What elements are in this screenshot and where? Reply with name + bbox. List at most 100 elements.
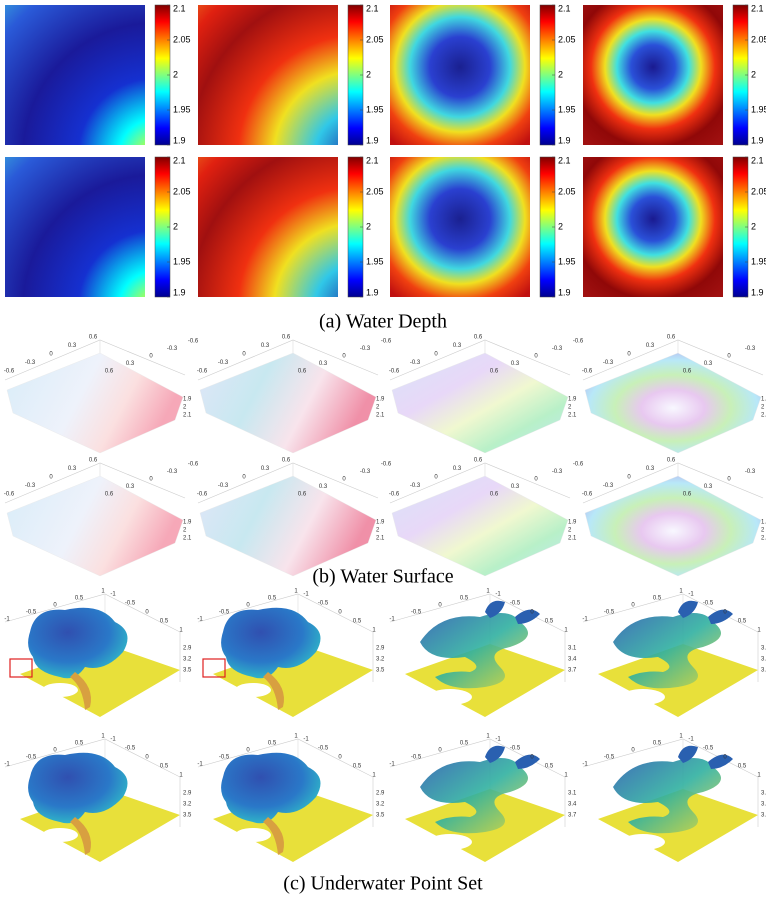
x-tick-label: -1: [389, 617, 395, 623]
y-tick-label: -0.3: [745, 346, 756, 352]
z-tick-label: 2.1: [376, 536, 385, 542]
y-tick-label: 0: [534, 477, 538, 483]
heatmap-panel: 1.91.9522.052.1: [198, 3, 384, 145]
z-tick-label: 3.5: [376, 813, 385, 819]
y-tick-label: -0.3: [167, 469, 178, 475]
x-tick-label: 1: [101, 589, 105, 595]
z-tick-label: 3.2: [376, 802, 385, 808]
x-tick-label: 0.6: [89, 458, 98, 464]
x-tick-label: -0.6: [582, 492, 593, 498]
z-tick-label: 2: [761, 528, 765, 534]
colorbar-tick-label: 2.1: [366, 155, 379, 165]
colorbar-tick-label: 2.05: [751, 34, 766, 44]
y-tick-label: -1: [110, 592, 116, 598]
x-tick-label: -1: [389, 762, 395, 768]
colorbar-tick-label: 2.05: [558, 34, 576, 44]
x-tick-label: 0: [434, 352, 438, 358]
z-tick-label: 3.7: [761, 813, 766, 819]
z-tick-label: 2.1: [183, 536, 192, 542]
x-tick-label: 0: [242, 475, 246, 481]
y-tick-label: -1: [688, 737, 694, 743]
x-tick-label: -0.3: [218, 483, 229, 489]
colorbar-tick-label: 2.1: [751, 155, 764, 165]
z-tick-label: 3.1: [568, 646, 577, 652]
y-tick-label: 0.6: [298, 492, 307, 498]
y-tick-label: 0.5: [353, 619, 362, 625]
x-tick-label: -0.3: [218, 360, 229, 366]
x-tick-label: -0.6: [197, 492, 208, 498]
z-tick-label: 3.1: [761, 791, 766, 797]
y-tick-label: -0.6: [188, 339, 199, 345]
x-tick-label: -1: [582, 617, 588, 623]
colorbar-tick-label: 2.05: [173, 186, 191, 196]
x-tick-label: -0.5: [26, 755, 37, 761]
z-tick-label: 2: [761, 405, 765, 411]
z-tick-label: 2.1: [568, 413, 577, 419]
heatmap: [390, 5, 530, 145]
y-tick-label: -0.5: [125, 601, 136, 607]
y-tick-label: -0.3: [360, 469, 371, 475]
x-tick-label: 0.3: [261, 343, 270, 349]
colorbar-tick-label: 1.95: [173, 104, 191, 114]
y-tick-label: -1: [110, 737, 116, 743]
x-tick-label: 0.3: [453, 343, 462, 349]
x-tick-label: 0.5: [268, 596, 277, 602]
colorbar-tick-label: 2: [558, 221, 563, 231]
colorbar-tick-label: 2.05: [366, 34, 384, 44]
x-tick-label: 0.6: [89, 335, 98, 341]
hole: [621, 834, 665, 850]
z-tick-label: 2.1: [761, 536, 766, 542]
z-tick-label: 3.7: [568, 668, 577, 674]
y-tick-label: -0.3: [552, 469, 563, 475]
point-set-panel: -1-1-0.5-0.5000.50.5112.93.23.5: [197, 734, 385, 862]
y-tick-label: -0.3: [360, 346, 371, 352]
z-tick-label: 3.5: [376, 668, 385, 674]
z-tick-label: 2: [376, 528, 380, 534]
colorbar-tick-label: 2.05: [751, 186, 766, 196]
colorbar-tick-label: 2: [751, 221, 756, 231]
hole: [428, 834, 472, 850]
figure: (a) Water Depth (b) Water Surface (c) Un…: [0, 0, 766, 901]
heatmap-panel: 1.91.9522.052.1: [390, 3, 576, 145]
colorbar-tick-label: 2: [558, 69, 563, 79]
heatmap: [583, 157, 723, 297]
x-tick-label: 0: [627, 352, 631, 358]
colorbar-tick-label: 1.95: [173, 256, 191, 266]
colorbar-tick-label: 1.95: [751, 256, 766, 266]
z-tick-label: 1.9: [376, 397, 385, 403]
z-tick-label: 2.1: [761, 413, 766, 419]
y-tick-label: -0.6: [573, 339, 584, 345]
x-tick-label: 0.6: [474, 458, 483, 464]
y-tick-label: 0.3: [704, 361, 713, 367]
y-tick-label: 0.6: [298, 369, 307, 375]
colorbar-tick-label: 2.05: [558, 186, 576, 196]
colorbar-tick-label: 2.1: [173, 155, 186, 165]
x-tick-label: 1: [294, 734, 298, 740]
x-tick-label: -0.3: [25, 360, 36, 366]
x-tick-label: -1: [4, 617, 10, 623]
y-tick-label: -0.3: [552, 346, 563, 352]
y-tick-label: -0.5: [318, 601, 329, 607]
colorbar-tick-label: 2.1: [558, 155, 571, 165]
x-tick-label: 0.5: [460, 741, 469, 747]
x-tick-label: 0.5: [653, 596, 662, 602]
z-tick-label: 2.9: [183, 646, 192, 652]
colorbar-tick-label: 2: [366, 69, 371, 79]
z-tick-label: 1.9: [568, 520, 577, 526]
x-tick-label: -0.5: [411, 610, 422, 616]
heatmap-panel: 1.91.9522.052.1: [390, 155, 576, 297]
y-tick-label: 1: [757, 773, 761, 779]
x-tick-label: 0.3: [646, 466, 655, 472]
z-tick-label: 2.9: [376, 646, 385, 652]
x-tick-label: 0: [49, 475, 53, 481]
y-tick-label: 0: [145, 610, 149, 616]
x-tick-label: -0.6: [582, 369, 593, 375]
y-tick-label: -0.5: [510, 746, 521, 752]
y-tick-label: 0.6: [490, 369, 499, 375]
colorbar-tick-label: 2.1: [173, 3, 186, 13]
y-tick-label: 0.5: [160, 764, 169, 770]
y-tick-label: 1: [564, 773, 568, 779]
x-tick-label: 0.6: [474, 335, 483, 341]
y-tick-label: 0.5: [545, 764, 554, 770]
